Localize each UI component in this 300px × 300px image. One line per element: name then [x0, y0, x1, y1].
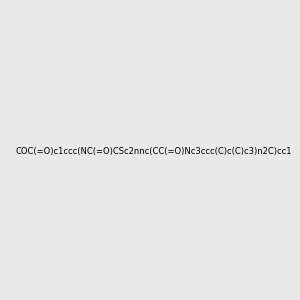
Text: COC(=O)c1ccc(NC(=O)CSc2nnc(CC(=O)Nc3ccc(C)c(C)c3)n2C)cc1: COC(=O)c1ccc(NC(=O)CSc2nnc(CC(=O)Nc3ccc(… — [16, 147, 292, 156]
